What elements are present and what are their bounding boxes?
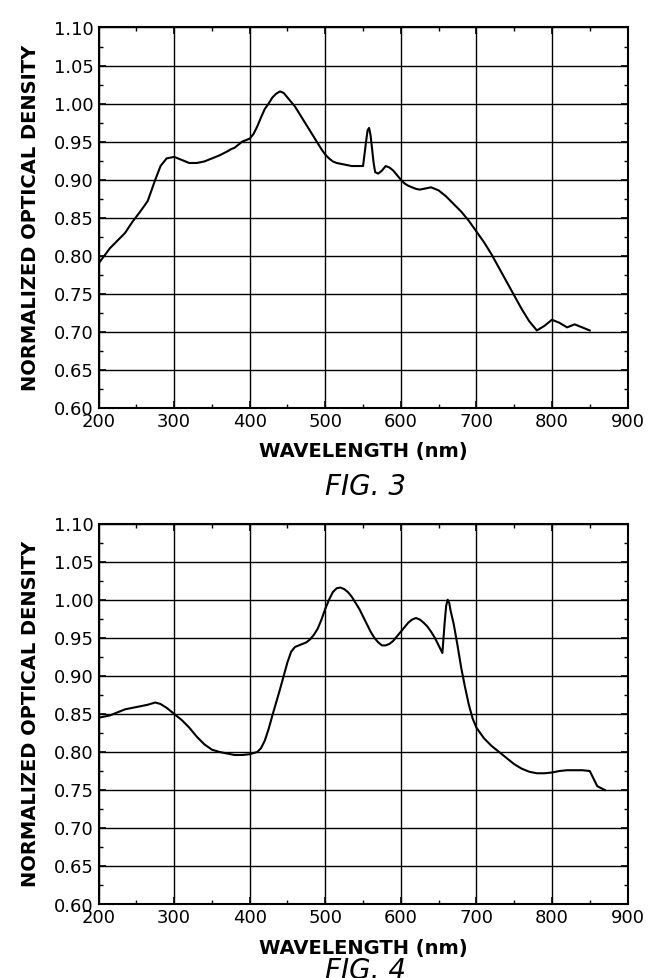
X-axis label: WAVELENGTH (nm): WAVELENGTH (nm) xyxy=(259,938,467,957)
Y-axis label: NORMALIZED OPTICAL DENSITY: NORMALIZED OPTICAL DENSITY xyxy=(21,541,40,887)
Text: FIG. 4: FIG. 4 xyxy=(325,956,406,978)
Text: FIG. 3: FIG. 3 xyxy=(325,473,406,501)
Y-axis label: NORMALIZED OPTICAL DENSITY: NORMALIZED OPTICAL DENSITY xyxy=(21,45,40,391)
X-axis label: WAVELENGTH (nm): WAVELENGTH (nm) xyxy=(259,442,467,462)
